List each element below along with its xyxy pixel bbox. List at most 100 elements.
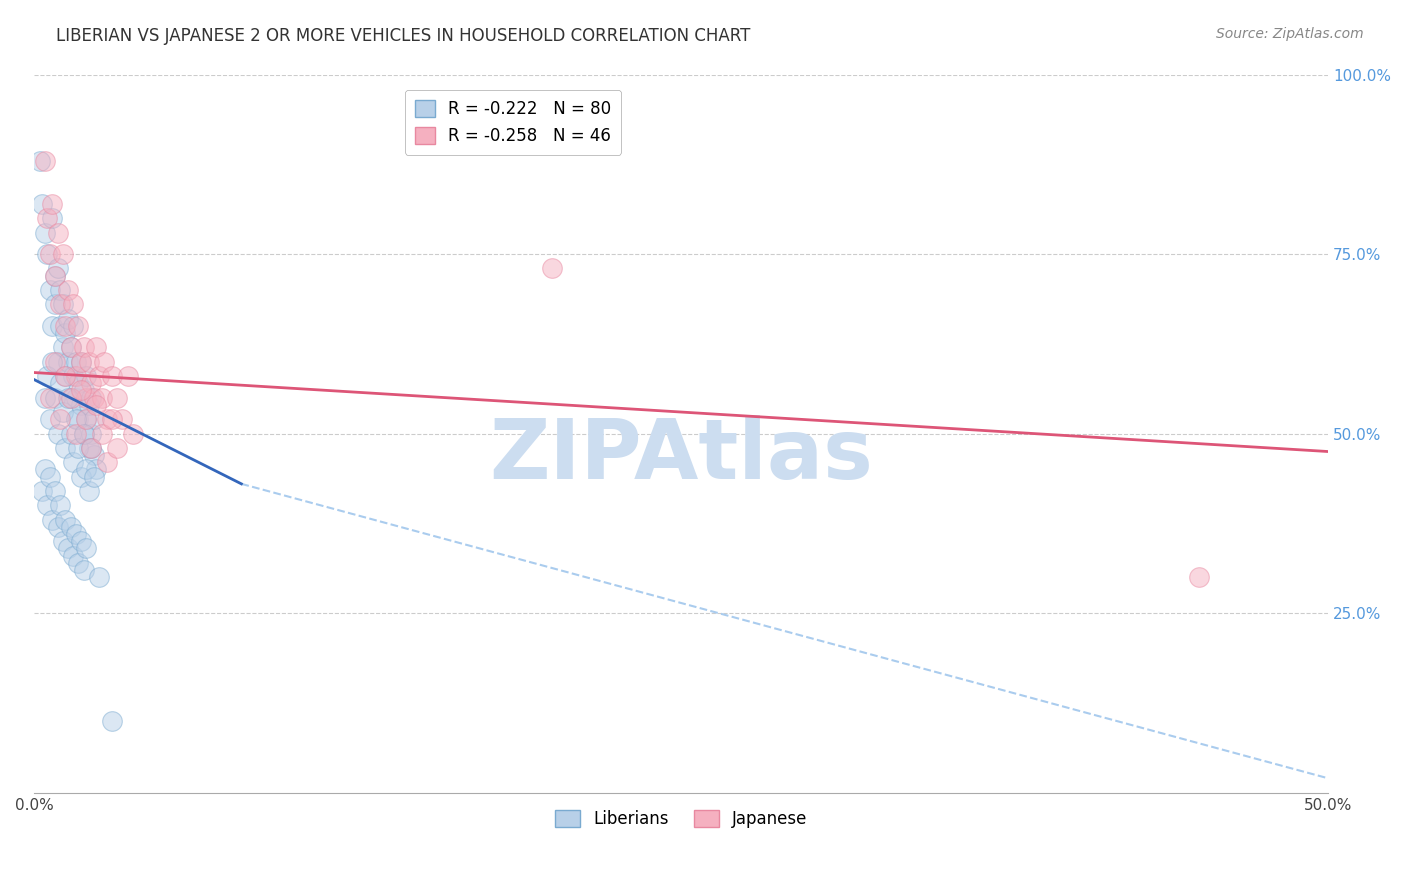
Point [75, 369, 97, 384]
Point [83, 469, 105, 483]
Point [65, 391, 87, 405]
Point [41, 196, 63, 211]
Point [52, 534, 75, 549]
Point [38, 469, 60, 483]
Point [67, 441, 90, 455]
Point [101, 369, 124, 384]
Point [62, 297, 84, 311]
Text: ZIPAtlas: ZIPAtlas [489, 415, 873, 496]
Point [37, 499, 59, 513]
Point [65, 426, 87, 441]
Point [70, 355, 93, 369]
Point [37, 211, 59, 226]
Text: Source: ZipAtlas.com: Source: ZipAtlas.com [1216, 27, 1364, 41]
Point [80, 441, 103, 455]
Point [59, 391, 82, 405]
Point [70, 534, 93, 549]
Point [41, 355, 63, 369]
Point [62, 455, 84, 469]
Point [1188, 570, 1211, 584]
Point [55, 441, 77, 455]
Point [83, 412, 105, 426]
Point [72, 426, 94, 441]
Point [52, 247, 75, 261]
Point [65, 369, 87, 384]
Point [96, 412, 118, 426]
Point [49, 297, 72, 311]
Point [67, 318, 90, 333]
Point [41, 211, 63, 226]
Point [44, 355, 66, 369]
Point [52, 297, 75, 311]
Point [80, 376, 103, 391]
Point [44, 297, 66, 311]
Point [52, 405, 75, 419]
Legend: Liberians, Japanese: Liberians, Japanese [548, 803, 814, 835]
Point [56, 311, 79, 326]
Point [96, 455, 118, 469]
Point [49, 318, 72, 333]
Point [72, 563, 94, 577]
Point [67, 412, 90, 426]
Point [77, 355, 100, 369]
Point [77, 398, 100, 412]
Point [59, 340, 82, 354]
Point [38, 247, 60, 261]
Point [34, 153, 56, 168]
Point [55, 318, 77, 333]
Point [46, 261, 69, 276]
Point [52, 340, 75, 354]
Point [77, 483, 100, 498]
Point [75, 462, 97, 476]
Point [34, 226, 56, 240]
Point [90, 426, 112, 441]
Point [80, 391, 103, 405]
Point [121, 426, 143, 441]
Point [55, 369, 77, 384]
Point [86, 462, 108, 476]
Point [62, 369, 84, 384]
Point [75, 412, 97, 426]
Point [38, 391, 60, 405]
Point [41, 318, 63, 333]
Point [59, 340, 82, 354]
Point [72, 426, 94, 441]
Point [86, 398, 108, 412]
Point [38, 412, 60, 426]
Point [72, 384, 94, 398]
Point [77, 441, 100, 455]
Point [65, 355, 87, 369]
Point [56, 541, 79, 556]
Point [101, 412, 124, 426]
Point [67, 556, 90, 570]
Point [59, 391, 82, 405]
Point [46, 426, 69, 441]
Point [56, 391, 79, 405]
Point [87, 570, 110, 584]
Point [111, 412, 134, 426]
Point [70, 469, 93, 483]
Point [80, 441, 103, 455]
Point [49, 376, 72, 391]
Point [65, 527, 87, 541]
Point [55, 326, 77, 340]
Point [75, 412, 97, 426]
Point [105, 391, 128, 405]
Point [44, 268, 66, 283]
Point [83, 448, 105, 462]
Point [70, 355, 93, 369]
Point [46, 520, 69, 534]
Point [117, 369, 139, 384]
Point [70, 384, 93, 398]
Point [101, 714, 124, 728]
Point [44, 391, 66, 405]
Point [72, 340, 94, 354]
Point [55, 513, 77, 527]
Point [56, 283, 79, 297]
Point [31, 483, 53, 498]
Point [37, 247, 59, 261]
Point [44, 268, 66, 283]
Point [93, 355, 115, 369]
Point [34, 391, 56, 405]
Point [28, 153, 51, 168]
